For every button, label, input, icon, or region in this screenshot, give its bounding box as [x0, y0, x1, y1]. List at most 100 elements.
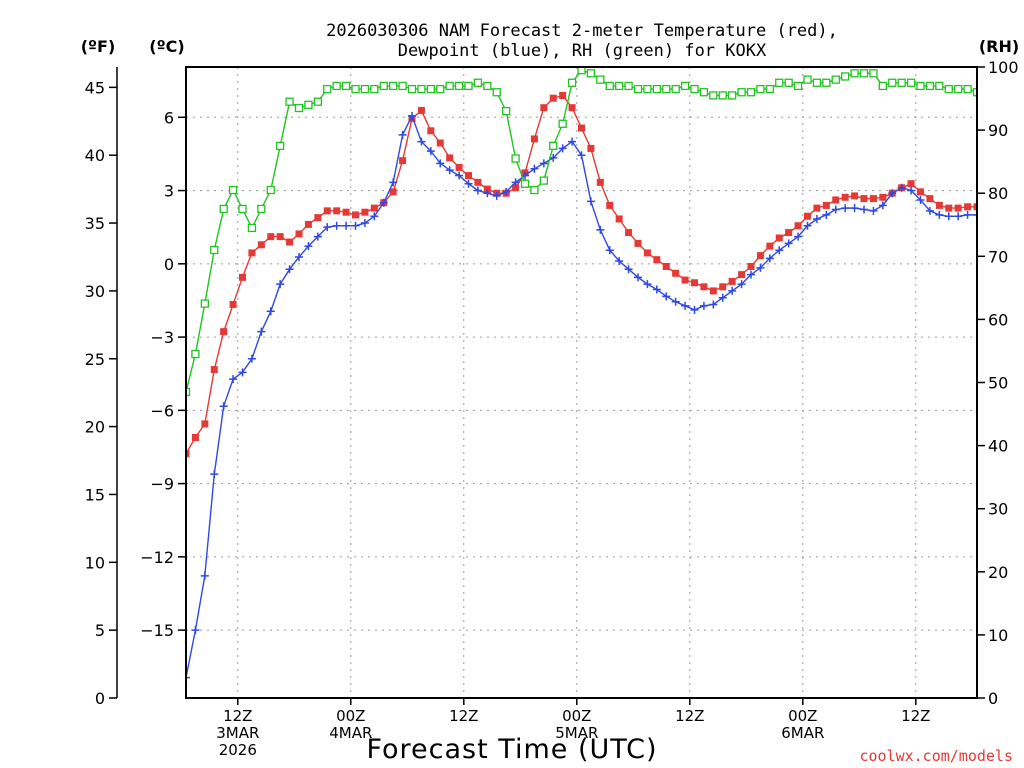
rh-point — [360, 84, 370, 94]
temperature-point — [465, 172, 472, 180]
dewpoint-point — [747, 270, 755, 279]
rh-point — [520, 179, 530, 188]
dewpoint-point — [850, 204, 859, 213]
temperature-point — [342, 208, 350, 216]
plot-frame — [185, 66, 978, 699]
dewpoint-point — [238, 368, 247, 377]
temperature-point — [973, 203, 977, 211]
dewpoint-point — [558, 144, 567, 153]
fahrenheit-tick-label: 5 — [95, 621, 105, 640]
dewpoint-point — [568, 137, 577, 146]
rh-tick-label: 90 — [988, 121, 1008, 140]
temperature-point — [851, 192, 859, 200]
temperature-point — [926, 195, 934, 203]
rh-point — [888, 78, 897, 87]
temperature-point — [587, 144, 595, 152]
temperature-point — [210, 366, 218, 374]
temperature-point — [304, 220, 312, 228]
rh-point — [379, 81, 388, 91]
rh-point — [473, 78, 483, 87]
dewpoint-point — [502, 187, 511, 196]
rh-point — [351, 84, 360, 94]
rh-point — [247, 223, 257, 233]
rh-point — [906, 78, 916, 87]
dewpoint-point — [342, 221, 351, 230]
dewpoint-point — [426, 147, 435, 156]
rh-point — [690, 84, 699, 94]
dewpoint-point — [219, 402, 228, 411]
temperature-point — [917, 188, 924, 196]
temperature-point — [229, 300, 237, 308]
rh-point — [633, 84, 643, 94]
rh-point — [426, 84, 435, 94]
rh-point — [228, 185, 238, 195]
rh-point — [549, 141, 558, 151]
temperature-point — [333, 207, 341, 215]
rh-point — [972, 88, 977, 97]
fahrenheit-tick-label: 25 — [85, 350, 105, 369]
dewpoint-point — [370, 212, 379, 221]
dewpoint-point — [954, 212, 963, 221]
dewpoint-point — [229, 375, 238, 384]
dewpoint-point — [266, 307, 275, 316]
temperature-series — [186, 91, 977, 458]
temperature-point — [907, 180, 915, 188]
dewpoint-point — [511, 178, 520, 187]
rh-point — [652, 84, 661, 94]
rh-point — [765, 84, 774, 94]
dewpoint-point — [718, 293, 727, 302]
temperature-line — [186, 94, 977, 455]
rh-point — [511, 154, 520, 163]
temperature-point — [606, 201, 614, 209]
temperature-point — [389, 188, 397, 196]
dewpoint-point — [323, 223, 332, 232]
temperature-point — [512, 184, 520, 192]
dewpoint-point — [464, 179, 473, 188]
dewpoint-point — [492, 191, 501, 200]
dewpoint-point — [445, 166, 454, 175]
temperature-point — [813, 204, 821, 212]
rh-point — [822, 78, 831, 87]
dewpoint-point — [803, 221, 812, 230]
temperature-point — [653, 256, 661, 264]
celsius-tick-label: −3 — [150, 328, 174, 347]
temperature-point — [841, 193, 849, 201]
rh-tick-label: 80 — [988, 184, 1008, 203]
temperature-point — [945, 204, 953, 212]
rh-point — [756, 84, 765, 94]
dewpoint-point — [897, 183, 906, 192]
temperature-point — [295, 230, 303, 238]
dewpoint-point — [605, 246, 614, 255]
fahrenheit-tick-label: 45 — [85, 78, 105, 97]
rh-point — [502, 107, 511, 116]
temperature-point — [766, 242, 774, 250]
rh-point — [925, 81, 935, 91]
temperature-point — [549, 94, 557, 102]
x-tick-label: 00Z — [788, 707, 817, 725]
dewpoint-point — [756, 263, 765, 272]
x-tick-label: 12Z — [675, 707, 704, 725]
dewpoint-point — [455, 171, 464, 180]
fahrenheit-tick-label: 15 — [85, 485, 105, 504]
fahrenheit-tick-label: 10 — [85, 553, 105, 572]
dewpoint-point — [473, 186, 482, 195]
credit-text: coolwx.com/models — [859, 747, 1013, 765]
fahrenheit-tick-label: 20 — [85, 418, 105, 437]
dewpoint-point — [360, 219, 369, 228]
temperature-point — [483, 185, 491, 193]
rh-point — [878, 81, 887, 91]
rh-point — [238, 204, 247, 214]
rh-point — [257, 204, 266, 214]
temperature-point — [822, 201, 830, 209]
rh-point — [831, 75, 840, 84]
dewpoint-point — [417, 137, 426, 146]
rh-point — [285, 97, 294, 106]
temperature-point — [756, 252, 764, 260]
dewpoint-point — [765, 254, 774, 263]
fahrenheit-tick-label: 0 — [95, 689, 105, 708]
x-tick-label: 5MAR — [555, 724, 598, 742]
temperature-point — [248, 249, 256, 257]
dewpoint-point — [709, 300, 718, 309]
